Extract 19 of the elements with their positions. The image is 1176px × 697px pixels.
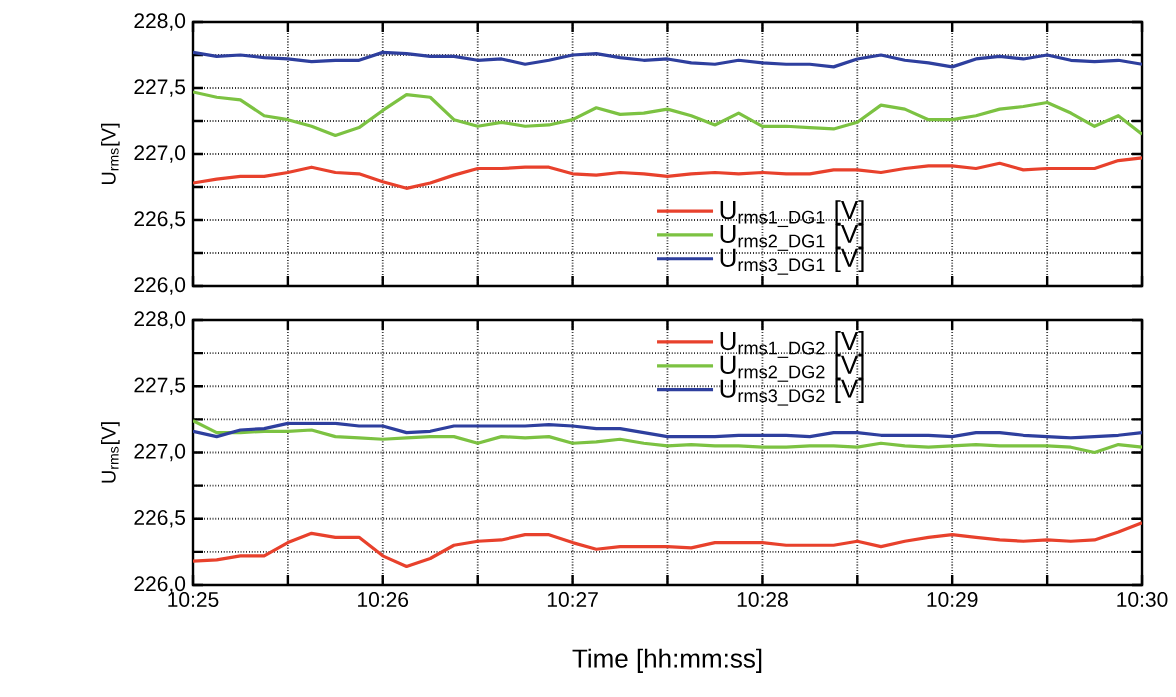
y-tick-label: 226,0	[134, 576, 186, 594]
x-tick-label: 10:26	[358, 592, 409, 607]
y-tick-label: 226,0	[134, 277, 186, 295]
x-tick-label: 10:25	[168, 592, 219, 607]
y-tick-label: 228,0	[134, 13, 186, 31]
y-tick-label: 227,0	[134, 145, 186, 163]
y-tick-label: 227,0	[134, 443, 186, 462]
y-axis-title: U$_{rms}$[V]	[101, 422, 120, 483]
y-tick-label: 227,5	[134, 377, 186, 395]
y-tick-label: 226,5	[134, 211, 186, 229]
y-axis-title: U$_{rms}$[V]	[101, 123, 120, 185]
x-tick-label: 10:27	[547, 592, 598, 607]
x-tick-label: 10:30	[1117, 592, 1168, 607]
x-axis-title: Time [hh:mm:ss]	[572, 648, 762, 673]
y-tick-label: 226,5	[134, 510, 186, 528]
y-tick-label: 228,0	[134, 311, 186, 329]
x-tick-label: 10:29	[927, 592, 978, 607]
x-tick-label: 10:28	[737, 592, 788, 607]
y-tick-label: 227,5	[134, 79, 186, 97]
